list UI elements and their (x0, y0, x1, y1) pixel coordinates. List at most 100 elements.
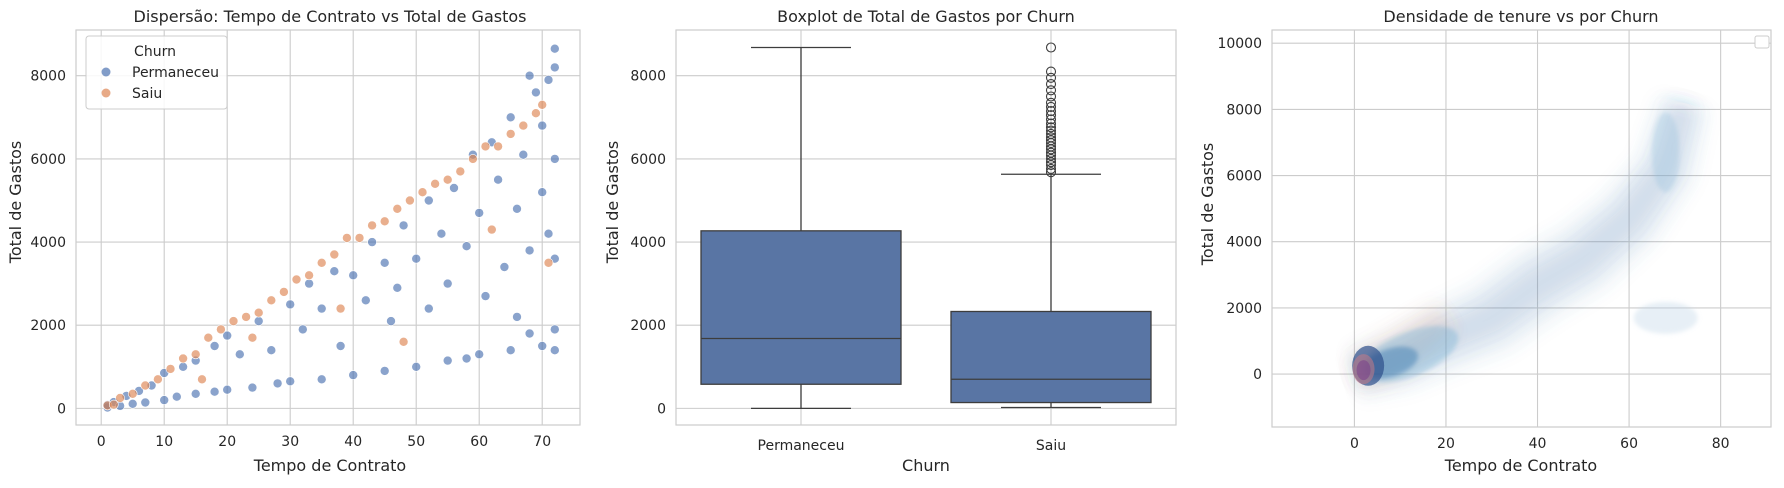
box-permaneceu (700, 46, 902, 410)
scatter-point-permaneceu (549, 62, 560, 73)
scatter-point-saiu (493, 141, 503, 152)
scatter-point-permaneceu (360, 295, 371, 306)
box-outlier (1045, 97, 1057, 108)
scatter-point-permaneceu (524, 245, 535, 256)
scatter-point-saiu (531, 108, 541, 118)
scatter-point-saiu (505, 129, 516, 139)
scatter-point-permaneceu (253, 316, 264, 326)
density-contour (1651, 112, 1680, 193)
scatter-point-permaneceu (297, 324, 308, 335)
scatter-y-tick-label: 6000 (30, 152, 66, 168)
scatter-point-permaneceu (549, 324, 560, 335)
scatter-point-permaneceu (436, 228, 447, 239)
scatter-point-permaneceu (172, 391, 182, 402)
scatter-x-tick-label: 40 (344, 434, 362, 450)
scatter-point-permaneceu (398, 220, 409, 231)
scatter-point-permaneceu (285, 299, 296, 310)
scatter-point-saiu (153, 374, 163, 385)
scatter-point-saiu (216, 324, 226, 335)
scatter-point-permaneceu (549, 43, 560, 54)
scatter-point-permaneceu (209, 341, 220, 351)
scatter-x-tick-label: 10 (155, 434, 173, 450)
legend-label-permaneceu: Permaneceu (132, 65, 219, 81)
scatter-point-saiu (480, 141, 491, 152)
density-x-tick-label: 0 (1350, 436, 1359, 452)
boxplot-y-tick-label: 4000 (630, 235, 666, 251)
scatter-point-permaneceu (474, 349, 485, 360)
scatter-point-saiu (329, 249, 340, 260)
scatter-point-saiu (455, 166, 466, 177)
density-contour (1633, 301, 1698, 334)
scatter-point-permaneceu (222, 330, 232, 341)
density-x-tick-label: 40 (1529, 436, 1547, 452)
scatter-point-permaneceu (531, 87, 541, 98)
scatter-point-permaneceu (247, 382, 258, 393)
scatter-point-permaneceu (209, 386, 220, 397)
box-outlier (1045, 163, 1057, 174)
scatter-point-saiu (468, 154, 478, 164)
scatter-point-permaneceu (266, 345, 277, 356)
scatter-point-saiu (279, 287, 289, 297)
scatter-point-permaneceu (543, 75, 554, 85)
scatter-point-permaneceu (272, 378, 283, 389)
scatter-y-tick-label: 8000 (30, 69, 66, 85)
scatter-point-saiu (379, 216, 390, 227)
scatter-point-permaneceu (411, 253, 422, 264)
scatter-point-permaneceu (524, 70, 535, 81)
scatter-point-saiu (127, 388, 138, 399)
scatter-point-permaneceu (449, 183, 459, 193)
scatter-point-permaneceu (423, 195, 434, 206)
density-peak-core (1356, 360, 1371, 381)
scatter-point-permaneceu (537, 187, 548, 197)
density-y-tick-label: 10000 (1217, 36, 1262, 52)
box-iqr (700, 230, 902, 385)
scatter-point-saiu (140, 380, 151, 391)
scatter-legend: Churn Permaneceu Saiu (85, 35, 228, 110)
box-outlier (1045, 42, 1057, 53)
scatter-panel: 0 10 20 30 40 50 60 70 0 2000 4000 6000 8000 Disper… (6, 7, 581, 475)
scatter-point-saiu (247, 332, 258, 343)
legend-marker-saiu (101, 88, 111, 98)
box-outlier (1045, 128, 1057, 139)
density-y-tick-label: 0 (1253, 367, 1262, 383)
box-outlier (1045, 106, 1057, 117)
density-y-tick-label: 4000 (1226, 235, 1262, 251)
density-panel: 0 20 40 60 80 0 2000 4000 6000 8000 10000 Densida… (1198, 7, 1772, 475)
scatter-point-saiu (316, 257, 327, 268)
scatter-point-permaneceu (178, 361, 188, 372)
box-outlier (1045, 153, 1057, 164)
scatter-point-saiu (197, 374, 207, 385)
scatter-point-permaneceu (505, 345, 516, 356)
scatter-point-saiu (442, 174, 453, 185)
density-x-ticks: 0 20 40 60 80 (1350, 436, 1730, 452)
boxplot-x-label: Churn (902, 456, 950, 475)
density-plot-area (1272, 30, 1771, 427)
scatter-point-permaneceu (423, 303, 434, 314)
scatter-point-permaneceu (499, 262, 510, 272)
boxplot-title: Boxplot de Total de Gastos por Churn (777, 7, 1075, 26)
scatter-points (102, 43, 560, 413)
density-x-tick-label: 80 (1712, 436, 1730, 452)
scatter-x-tick-label: 70 (533, 434, 551, 450)
scatter-x-label: Tempo de Contrato (253, 456, 406, 475)
box-outlier (1045, 147, 1057, 158)
scatter-point-saiu (304, 270, 314, 281)
scatter-point-saiu (430, 179, 440, 189)
box-outlier (1045, 66, 1057, 77)
scatter-point-permaneceu (480, 291, 491, 301)
scatter-point-permaneceu (367, 237, 377, 247)
scatter-point-saiu (241, 312, 251, 322)
scatter-point-permaneceu (461, 353, 472, 364)
scatter-point-permaneceu (549, 154, 560, 164)
box-outlier (1045, 91, 1057, 102)
box-outlier (1045, 85, 1057, 96)
density-x-tick-label: 20 (1437, 436, 1455, 452)
scatter-point-saiu (266, 295, 277, 306)
scatter-point-permaneceu (316, 374, 327, 385)
scatter-point-saiu (398, 336, 409, 347)
scatter-y-tick-label: 2000 (30, 318, 66, 334)
density-y-label: Total de Gastos (1198, 143, 1217, 266)
scatter-point-saiu (165, 364, 176, 374)
